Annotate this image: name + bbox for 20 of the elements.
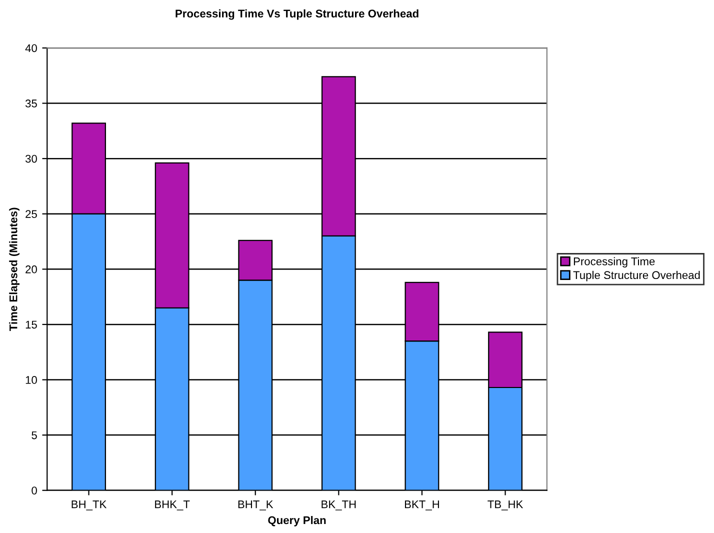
y-axis-title: Time Elapsed (Minutes) (9, 208, 20, 331)
y-tick-label: 15 (26, 320, 37, 329)
x-tick-label: BHK_T (155, 500, 190, 510)
y-tick-label: 40 (25, 44, 37, 52)
y-tick-label: 30 (25, 154, 37, 163)
chart-title: Processing Time Vs Tuple Structure Overhead (176, 9, 418, 20)
x-tick-label: BK_TH (322, 500, 356, 510)
x-tick-label: BH_TK (72, 500, 107, 510)
legend-label: Tuple Structure Overhead (573, 270, 700, 282)
x-tick-label: BHT_K (238, 500, 274, 510)
y-tick-label: 25 (26, 210, 37, 218)
y-tick-label: 10 (26, 376, 37, 384)
y-tick-label: 20 (26, 265, 37, 274)
x-tick-label: TB_HK (488, 500, 524, 510)
x-axis-title: Query Plan (268, 516, 326, 526)
legend-label: Processing Time (574, 257, 655, 268)
y-tick-label: 0 (32, 486, 37, 494)
x-tick-label: BKT_H (404, 500, 439, 510)
y-tick-label: 35 (25, 100, 37, 108)
y-tick-label: 5 (32, 431, 37, 440)
